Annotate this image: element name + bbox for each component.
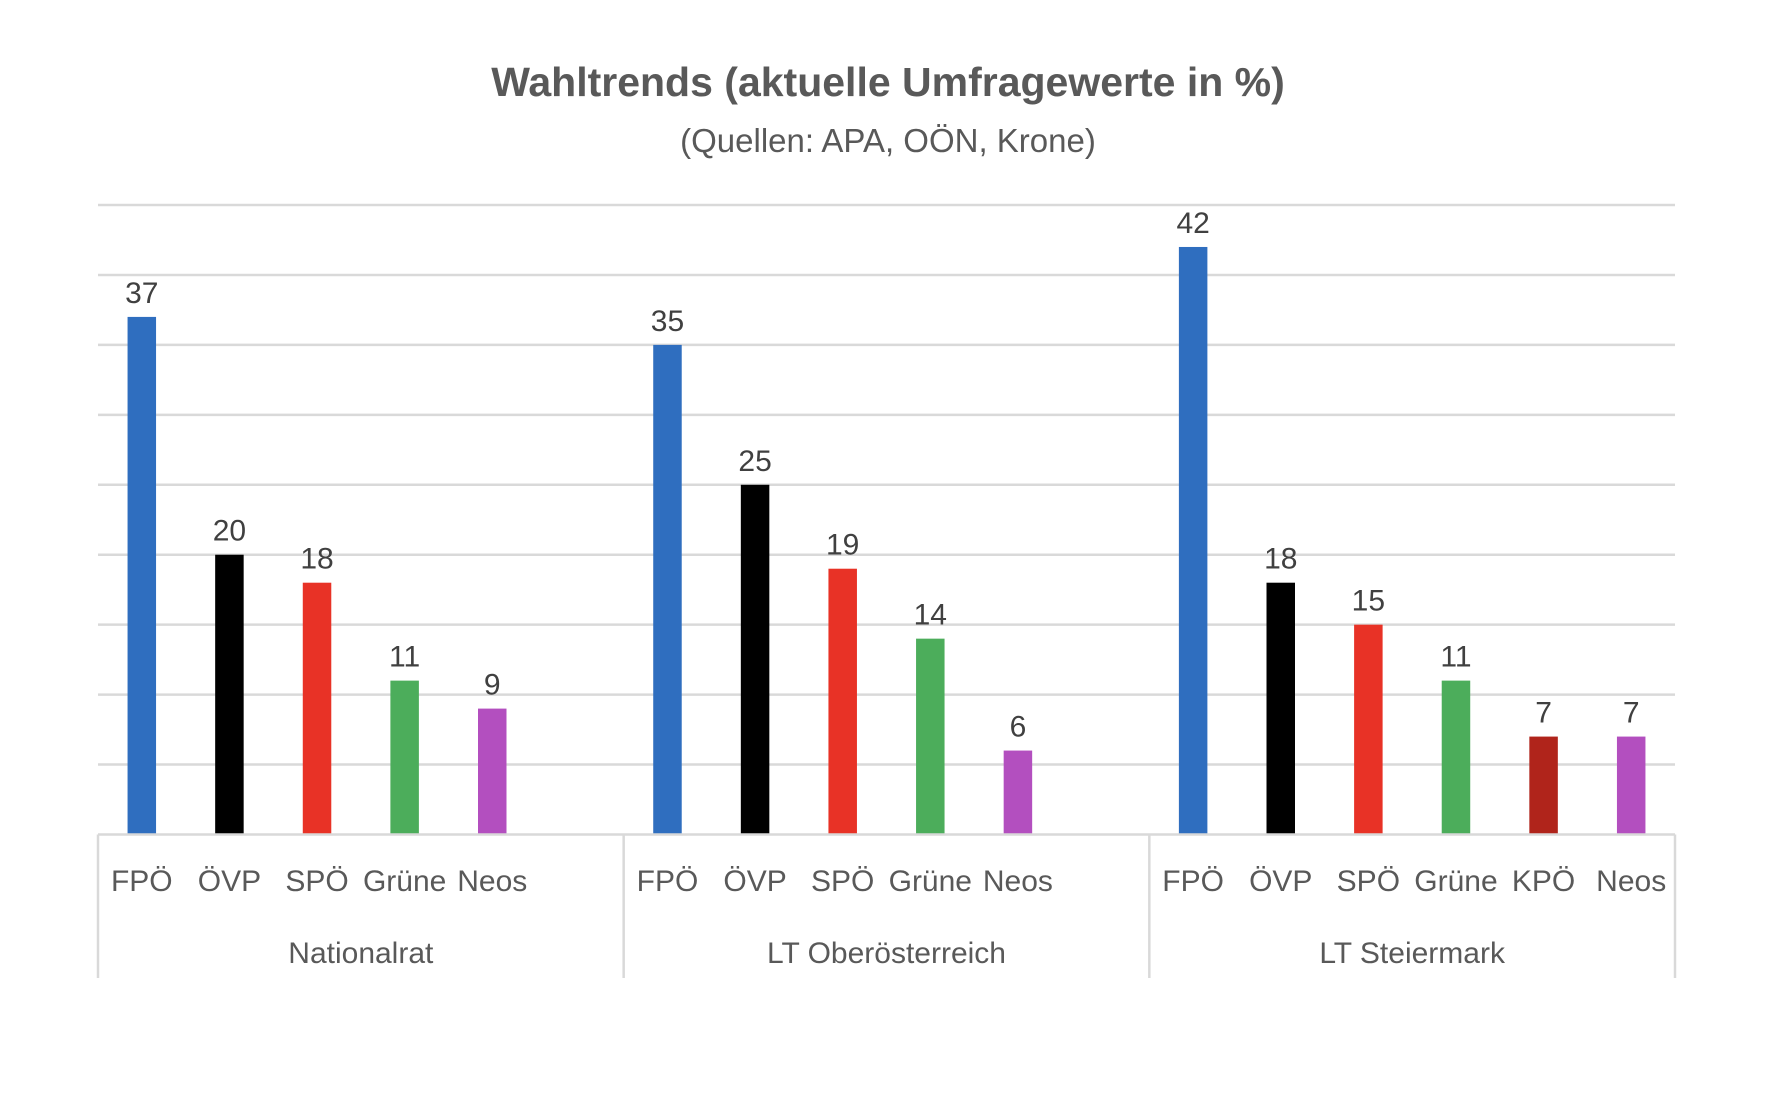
category-label: ÖVP (198, 865, 261, 898)
bar-Neos (478, 708, 507, 835)
category-label: KPÖ (1512, 865, 1575, 898)
category-label: SPÖ (285, 865, 348, 898)
category-label: Neos (983, 865, 1053, 898)
category-label: Grüne (1414, 865, 1497, 898)
bar-Grüne (390, 680, 419, 835)
bar-KPÖ (1529, 736, 1558, 835)
category-label: ÖVP (1249, 865, 1312, 898)
category-label: FPÖ (637, 865, 699, 898)
chart-title: Wahltrends (aktuelle Umfragewerte in %) (491, 59, 1285, 105)
data-label: 14 (914, 599, 947, 632)
category-label: SPÖ (811, 865, 874, 898)
bars: 37 20 18 11 9 35 25 19 14 6 42 18 15 11 7 7 (125, 207, 1646, 835)
bar-Neos (1616, 736, 1646, 835)
data-label: 7 (1623, 697, 1640, 730)
category-label: Neos (457, 865, 527, 898)
x-axis: FPÖ ÖVP SPÖ Grüne Neos Nationalrat FPÖ ÖVP SPÖ Gr… (96, 833, 1677, 978)
data-label: 19 (826, 529, 859, 562)
data-label: 37 (125, 277, 158, 310)
bar-SPÖ (1354, 624, 1383, 835)
category-label: SPÖ (1337, 865, 1400, 898)
data-label: 6 (1010, 711, 1027, 744)
data-label: 42 (1176, 207, 1209, 240)
group-label: Nationalrat (288, 937, 434, 970)
data-label: 7 (1535, 697, 1552, 730)
data-label: 18 (300, 543, 333, 576)
bar-ÖVP (740, 484, 770, 835)
data-label: 11 (1440, 641, 1471, 674)
bar-SPÖ (302, 582, 332, 835)
category-label: Grüne (363, 865, 446, 898)
group-label: LT Steiermark (1319, 937, 1506, 970)
data-label: 20 (213, 515, 246, 548)
bar-ÖVP (1266, 582, 1295, 835)
data-label: 35 (651, 305, 684, 338)
category-label: FPÖ (1162, 865, 1224, 898)
bar-ÖVP (215, 554, 244, 835)
bar-FPÖ (1178, 246, 1208, 835)
data-label: 18 (1264, 543, 1297, 576)
gridlines (98, 203, 1675, 766)
category-label: Neos (1596, 865, 1666, 898)
data-label: 11 (389, 641, 420, 674)
bar-Grüne (916, 638, 945, 835)
bar-FPÖ (127, 316, 157, 835)
bar-FPÖ (653, 344, 682, 835)
category-label: ÖVP (723, 865, 786, 898)
data-label: 9 (484, 669, 501, 702)
group-label: LT Oberösterreich (767, 937, 1006, 970)
bar-Grüne (1441, 680, 1471, 835)
chart-subtitle: (Quellen: APA, OÖN, Krone) (680, 122, 1096, 159)
bar-Neos (1003, 750, 1033, 835)
data-label: 15 (1352, 585, 1385, 618)
bar-SPÖ (828, 568, 857, 835)
category-label: Grüne (889, 865, 972, 898)
data-label: 25 (738, 445, 771, 478)
category-label: FPÖ (111, 865, 173, 898)
